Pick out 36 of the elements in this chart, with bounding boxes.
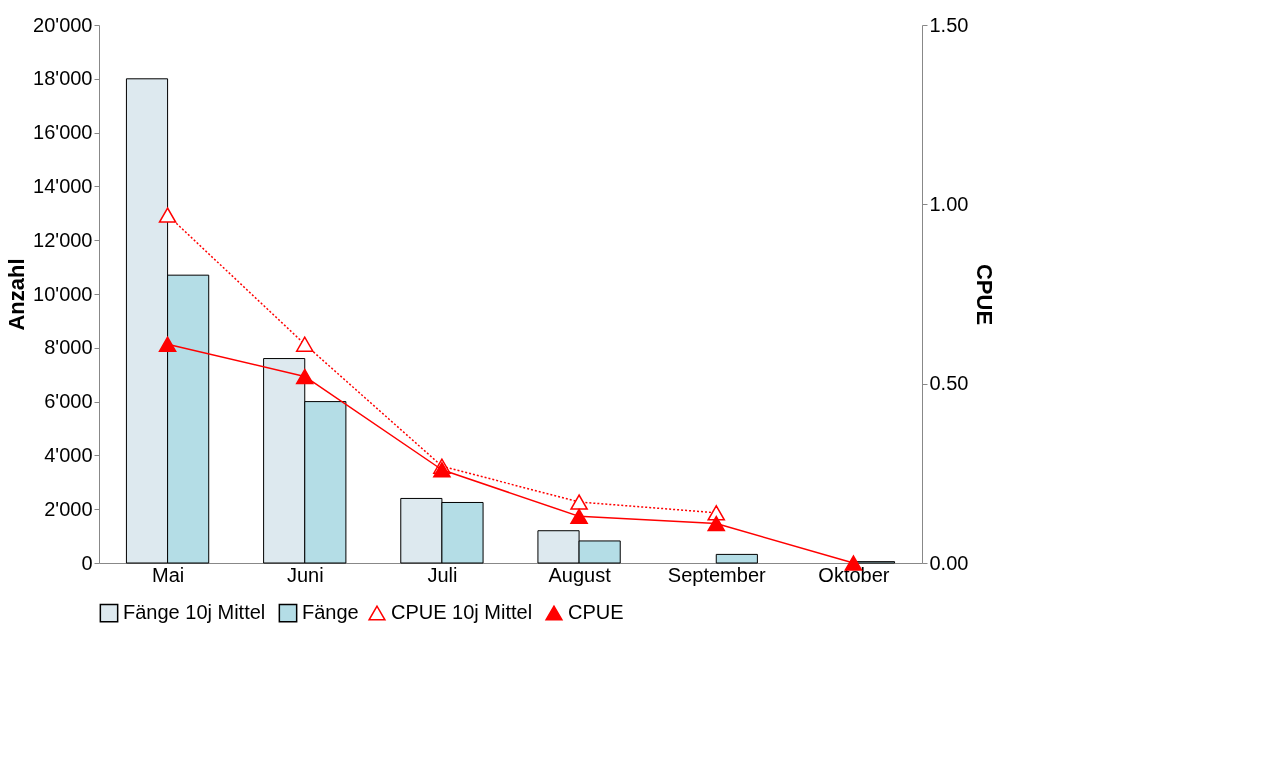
point: [295, 368, 314, 385]
y-tick-label: 10'000: [33, 282, 93, 305]
x-tick-label: Oktober: [818, 563, 890, 586]
y-tick-label: 20'000: [33, 13, 93, 36]
y-tick-label: 14'000: [33, 174, 93, 197]
y-tick-label: 0: [81, 551, 93, 574]
point: [570, 508, 588, 525]
y2-tick-label: 0.00: [929, 551, 969, 574]
y2-tick-label: 1.00: [929, 192, 969, 215]
legend-label: CPUE: [568, 601, 624, 623]
y-tick-label: 12'000: [33, 228, 93, 251]
y-tick-label: 6'000: [44, 390, 93, 413]
point: [707, 515, 726, 532]
bar: [715, 553, 758, 564]
point: [570, 494, 588, 510]
y-tick-label: 16'000: [33, 121, 93, 144]
y-tick-label: 2'000: [44, 497, 93, 520]
x-tick-label: August: [548, 563, 612, 586]
legend-label: CPUE 10j Mittel: [391, 601, 533, 623]
x-tick-label: Juli: [427, 563, 458, 586]
point: [433, 462, 451, 478]
point: [158, 207, 177, 223]
y2-tick-label: 0.50: [929, 372, 969, 395]
y2-tick-label: 1.50: [929, 13, 969, 36]
legend-label: Fänge 10j Mittel: [123, 601, 266, 624]
legend-label: Fänge: [302, 601, 359, 624]
x-tick-label: September: [667, 563, 766, 586]
point: [295, 336, 314, 352]
x-tick-label: Juni: [286, 563, 324, 586]
point: [158, 336, 177, 352]
y-tick-label: 4'000: [44, 443, 93, 466]
y-tick-label: 8'000: [44, 336, 93, 359]
x-tick-label: Mai: [151, 563, 185, 586]
y2-axis-title: CPUE: [972, 263, 998, 326]
y-tick-label: 18'000: [33, 67, 93, 90]
y-axis-title: Anzahl: [4, 258, 30, 331]
